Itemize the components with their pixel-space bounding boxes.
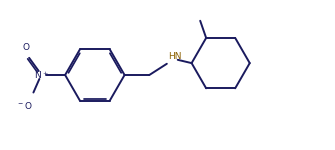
Text: $^-$O: $^-$O [15, 100, 32, 111]
Text: HN: HN [169, 52, 182, 61]
Text: N$^+$: N$^+$ [34, 69, 49, 81]
Text: O: O [22, 43, 29, 52]
